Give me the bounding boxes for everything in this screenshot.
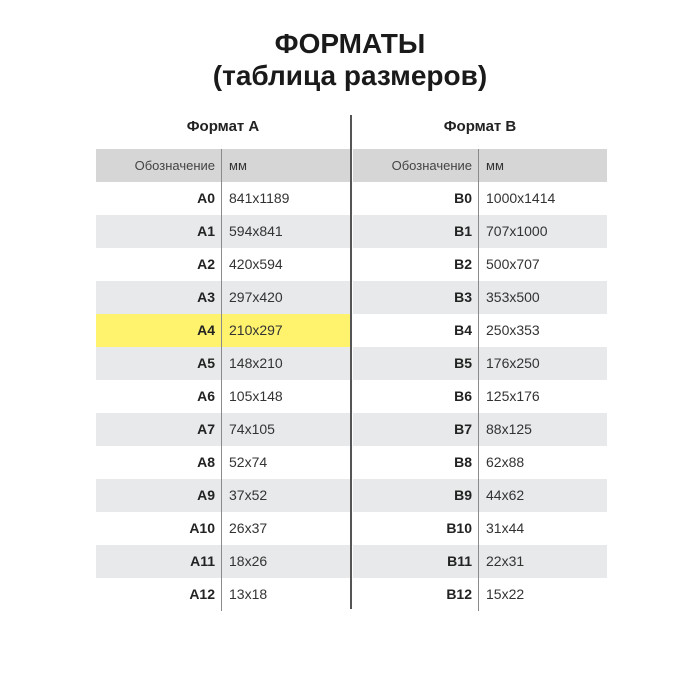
column-header-mm: мм	[229, 158, 247, 173]
format-size: 105x148	[229, 388, 283, 404]
table-row: B11 22x31	[353, 545, 607, 578]
table-row: A7 74x105	[96, 413, 350, 446]
format-code: A3	[96, 281, 222, 314]
format-size: 210x297	[229, 322, 283, 338]
format-size: 18x26	[229, 553, 268, 569]
table-row: A10 26x37	[96, 512, 350, 545]
format-code: B0	[353, 182, 479, 215]
table-row: A4 210x297	[96, 314, 350, 347]
format-code: B11	[353, 545, 479, 578]
format-size: 44x62	[486, 487, 525, 503]
format-code: B4	[353, 314, 479, 347]
format-code: A5	[96, 347, 222, 380]
format-code: B1	[353, 215, 479, 248]
table-divider	[350, 115, 352, 609]
format-code: B9	[353, 479, 479, 512]
format-code: B10	[353, 512, 479, 545]
format-code: B7	[353, 413, 479, 446]
column-header-mm: мм	[486, 158, 504, 173]
format-b-table: Формат В Обозначение мм B0 1000x1414 B1 707x10…	[353, 115, 607, 611]
page-title: ФОРМАТЫ	[274, 28, 426, 59]
format-size: 420x594	[229, 256, 283, 272]
format-code: B12	[353, 578, 479, 611]
table-row: B9 44x62	[353, 479, 607, 512]
format-size: 1000x1414	[486, 190, 556, 206]
format-code: A8	[96, 446, 222, 479]
format-size: 88x125	[486, 421, 532, 437]
table-row: A12 13x18	[96, 578, 350, 611]
format-size: 52x74	[229, 454, 268, 470]
table-caption: Формат В	[443, 118, 517, 135]
column-header-code: Обозначение	[353, 149, 479, 182]
format-code: A1	[96, 215, 222, 248]
table-row: A3 297x420	[96, 281, 350, 314]
format-code: A7	[96, 413, 222, 446]
format-size: 594x841	[229, 223, 283, 239]
table-row: B1 707x1000	[353, 215, 607, 248]
format-code: A10	[96, 512, 222, 545]
format-size: 26x37	[229, 520, 268, 536]
format-code: B6	[353, 380, 479, 413]
column-header-code: Обозначение	[96, 149, 222, 182]
format-size: 31x44	[486, 520, 525, 536]
format-code: A9	[96, 479, 222, 512]
format-code: A12	[96, 578, 222, 611]
format-code: B2	[353, 248, 479, 281]
table-row: A0 841x1189	[96, 182, 350, 215]
format-size: 13x18	[229, 586, 268, 602]
format-size: 250x353	[486, 322, 540, 338]
format-code: A0	[96, 182, 222, 215]
format-code: B3	[353, 281, 479, 314]
table-row: A5 148x210	[96, 347, 350, 380]
format-size: 841x1189	[229, 190, 290, 206]
format-code: A2	[96, 248, 222, 281]
format-size: 500x707	[486, 256, 540, 272]
table-row: B2 500x707	[353, 248, 607, 281]
table-row: B6 125x176	[353, 380, 607, 413]
table-row: A8 52x74	[96, 446, 350, 479]
format-code: A4	[96, 314, 222, 347]
table-row: B10 31x44	[353, 512, 607, 545]
table-row: B3 353x500	[353, 281, 607, 314]
format-code: B5	[353, 347, 479, 380]
format-size: 62x88	[486, 454, 525, 470]
table-header-row: Обозначение мм	[353, 149, 607, 182]
format-a-table: Формат А Обозначение мм A0 841x1189 A1 594x841…	[96, 115, 350, 611]
format-code: B8	[353, 446, 479, 479]
format-size: 176x250	[486, 355, 540, 371]
table-row: A2 420x594	[96, 248, 350, 281]
format-size: 148x210	[229, 355, 283, 371]
format-code: A11	[96, 545, 222, 578]
table-row: A6 105x148	[96, 380, 350, 413]
format-size: 22x31	[486, 553, 525, 569]
format-size: 707x1000	[486, 223, 548, 239]
table-row: A11 18x26	[96, 545, 350, 578]
format-code: A6	[96, 380, 222, 413]
table-row: B8 62x88	[353, 446, 607, 479]
table-caption: Формат А	[186, 118, 260, 135]
table-row: B0 1000x1414	[353, 182, 607, 215]
table-row: A1 594x841	[96, 215, 350, 248]
format-size: 353x500	[486, 289, 540, 305]
format-size: 297x420	[229, 289, 283, 305]
table-row: B7 88x125	[353, 413, 607, 446]
table-row: B5 176x250	[353, 347, 607, 380]
table-row: A9 37x52	[96, 479, 350, 512]
table-row: B12 15x22	[353, 578, 607, 611]
format-size: 15x22	[486, 586, 525, 602]
table-header-row: Обозначение мм	[96, 149, 350, 182]
format-size: 125x176	[486, 388, 540, 404]
format-size: 37x52	[229, 487, 268, 503]
table-row: B4 250x353	[353, 314, 607, 347]
page-subtitle: (таблица размеров)	[212, 60, 488, 91]
format-size: 74x105	[229, 421, 275, 437]
